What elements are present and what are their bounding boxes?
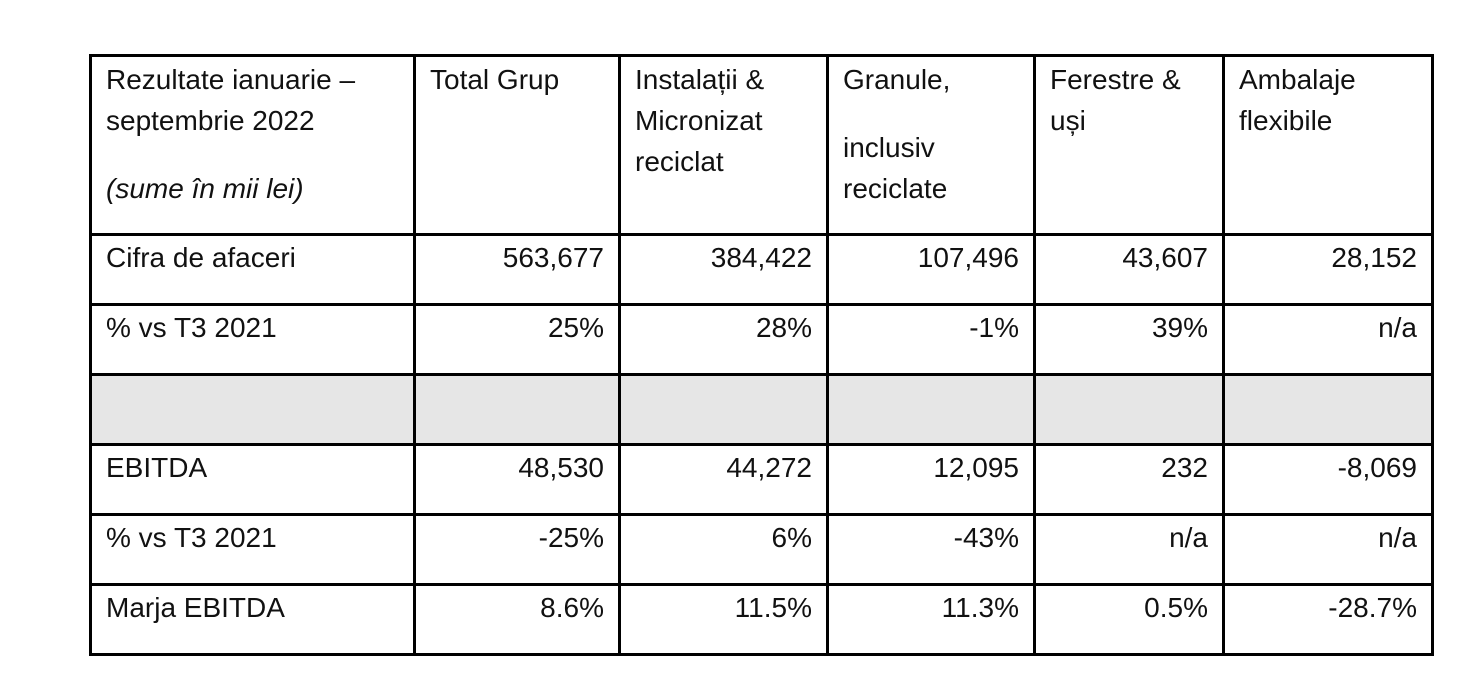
table-row-revenue-change: % vs T3 2021 25% 28% -1% 39% n/a [89, 303, 1434, 376]
row-label: % vs T3 2021 [89, 513, 416, 586]
table-cell: 0.5% [1033, 583, 1225, 656]
header-flexible-packaging-line1: Ambalaje [1239, 64, 1356, 95]
header-period-line1: Rezultate ianuarie – [106, 64, 356, 95]
shaded-cell [1033, 373, 1225, 446]
header-granules-line1: Granule, [843, 64, 951, 95]
header-granules-line2: inclusiv [843, 132, 935, 163]
header-flexible-packaging-cell: Ambalaje flexibile [1222, 54, 1434, 236]
header-installations-line1: Instalații & [635, 64, 765, 95]
table-cell: 8.6% [413, 583, 621, 656]
shaded-cell [89, 373, 416, 446]
table-cell: 44,272 [618, 443, 829, 516]
header-granules-cell: Granule, inclusiv reciclate [826, 54, 1036, 236]
table-row-revenue: Cifra de afaceri 563,677 384,422 107,496… [89, 233, 1434, 306]
table-row-ebitda-change: % vs T3 2021 -25% 6% -43% n/a n/a [89, 513, 1434, 586]
table-row-ebitda-margin: Marja EBITDA 8.6% 11.5% 11.3% 0.5% -28.7… [89, 583, 1434, 656]
header-total-group: Total Grup [430, 64, 560, 95]
results-table: Rezultate ianuarie – septembrie 2022 (su… [89, 54, 1434, 656]
table-cell: n/a [1033, 513, 1225, 586]
shaded-cell [413, 373, 621, 446]
header-windows-doors-line1: Ferestre & [1050, 64, 1181, 95]
shaded-cell [1222, 373, 1434, 446]
header-granules-line3: reciclate [843, 173, 948, 204]
table-cell: 43,607 [1033, 233, 1225, 306]
header-total-group-cell: Total Grup [413, 54, 621, 236]
row-label: % vs T3 2021 [89, 303, 416, 376]
table-row-shaded-separator [89, 373, 1434, 446]
header-row: Rezultate ianuarie – septembrie 2022 (su… [89, 54, 1434, 236]
table-cell: 6% [618, 513, 829, 586]
table-cell: n/a [1222, 513, 1434, 586]
table-cell: 39% [1033, 303, 1225, 376]
header-installations-line2: Micronizat [635, 105, 763, 136]
table-cell: -8,069 [1222, 443, 1434, 516]
table-cell: 28% [618, 303, 829, 376]
header-units-note: (sume în mii lei) [106, 173, 304, 204]
table-cell: -28.7% [1222, 583, 1434, 656]
table-cell: 12,095 [826, 443, 1036, 516]
row-label: Cifra de afaceri [89, 233, 416, 306]
table-cell: 48,530 [413, 443, 621, 516]
table-cell: n/a [1222, 303, 1434, 376]
table-cell: 11.5% [618, 583, 829, 656]
header-period-line2: septembrie 2022 [106, 105, 315, 136]
table-cell: 384,422 [618, 233, 829, 306]
shaded-cell [826, 373, 1036, 446]
table-cell: -25% [413, 513, 621, 586]
header-windows-doors-cell: Ferestre & uși [1033, 54, 1225, 236]
table-cell: 232 [1033, 443, 1225, 516]
table-cell: -43% [826, 513, 1036, 586]
header-flexible-packaging-line2: flexibile [1239, 105, 1333, 136]
shaded-cell [618, 373, 829, 446]
table-cell: 11.3% [826, 583, 1036, 656]
table-cell: 107,496 [826, 233, 1036, 306]
header-period-cell: Rezultate ianuarie – septembrie 2022 (su… [89, 54, 416, 236]
row-label: EBITDA [89, 443, 416, 516]
table-cell: 25% [413, 303, 621, 376]
row-label: Marja EBITDA [89, 583, 416, 656]
header-installations-line3: reciclat [635, 146, 724, 177]
header-installations-cell: Instalații & Micronizat reciclat [618, 54, 829, 236]
table-cell: 563,677 [413, 233, 621, 306]
table-row-ebitda: EBITDA 48,530 44,272 12,095 232 -8,069 [89, 443, 1434, 516]
table-cell: -1% [826, 303, 1036, 376]
header-windows-doors-line2: uși [1050, 105, 1086, 136]
table-cell: 28,152 [1222, 233, 1434, 306]
